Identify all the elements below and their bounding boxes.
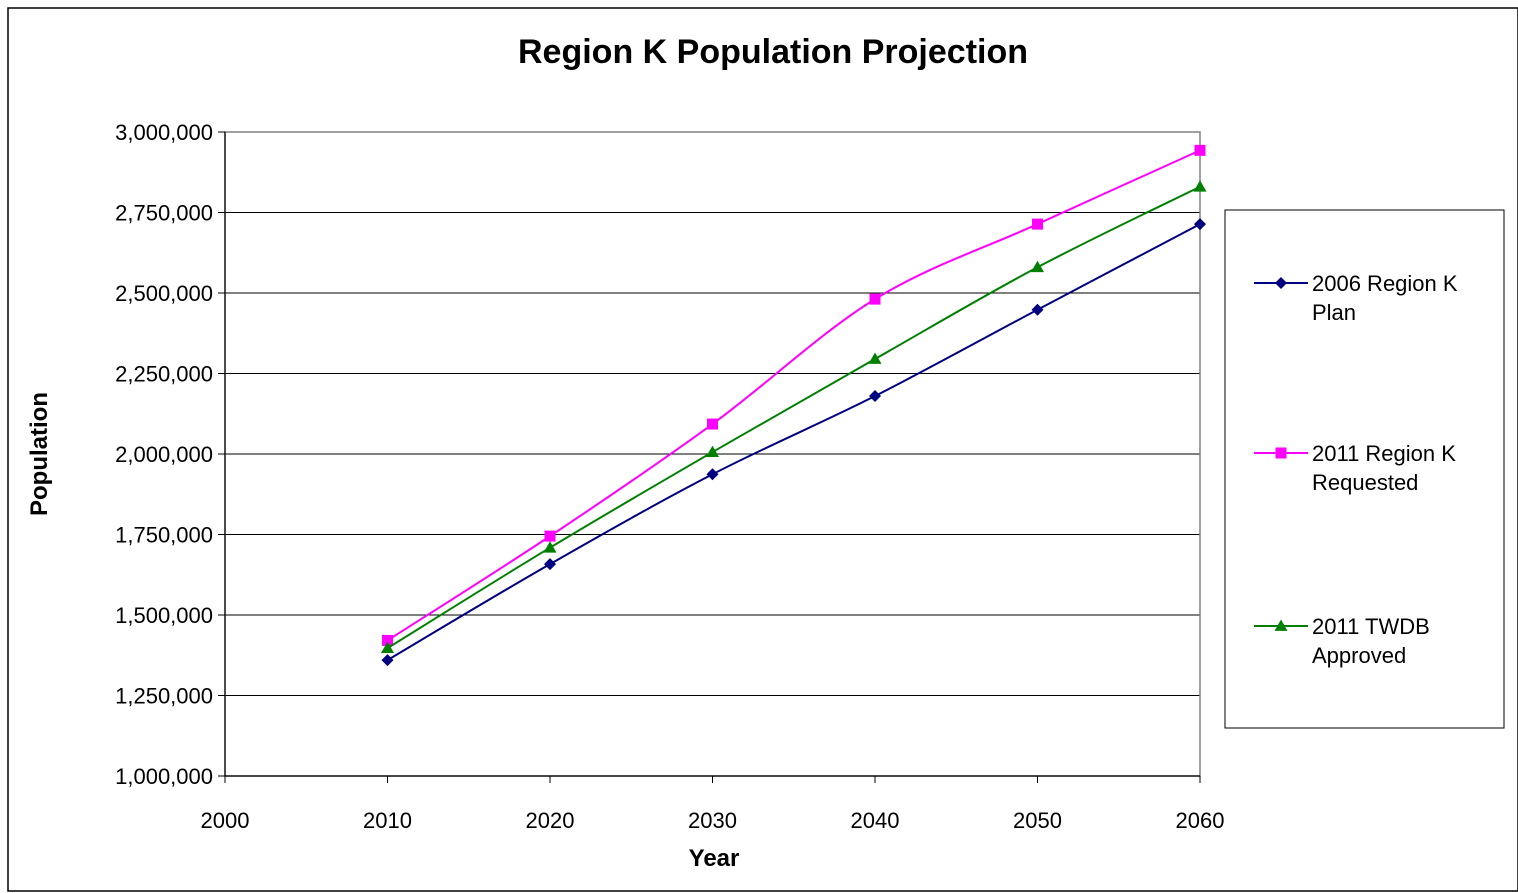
- x-tick-label: 2010: [363, 808, 412, 833]
- legend-label-line: 2011 TWDB: [1312, 614, 1430, 639]
- data-point-marker: [544, 558, 556, 571]
- y-tick-label: 3,000,000: [115, 120, 213, 145]
- y-tick-label: 1,250,000: [115, 684, 213, 709]
- x-tick-label: 2040: [851, 808, 900, 833]
- data-point-marker: [1194, 218, 1206, 231]
- x-axis-title: Year: [689, 845, 740, 872]
- y-tick-label: 2,250,000: [115, 362, 213, 387]
- data-point-marker: [706, 445, 719, 457]
- legend-label-line: Approved: [1312, 643, 1406, 668]
- y-tick-label: 2,500,000: [115, 281, 213, 306]
- data-point-marker: [381, 641, 394, 654]
- y-axis-title: Population: [26, 392, 53, 516]
- legend-label: 2006 Region K Plan: [1312, 271, 1458, 325]
- legend-label: 2011 Region K Requested: [1312, 441, 1456, 495]
- data-point-marker: [869, 390, 881, 403]
- legend-box: [1224, 209, 1505, 729]
- legend-item: 2011 Region K Requested: [1254, 441, 1456, 495]
- series-3: [381, 180, 1207, 654]
- x-tick-label: 2060: [1176, 808, 1225, 833]
- data-point-marker: [543, 541, 557, 553]
- legend-label-line: Plan: [1312, 300, 1356, 325]
- x-tick-label: 2020: [526, 808, 575, 833]
- legend-item: 2006 Region K Plan: [1254, 271, 1458, 325]
- legend-item: 2011 TWDB Approved: [1254, 614, 1430, 668]
- data-point-marker: [382, 634, 393, 646]
- y-tick-label: 1,750,000: [115, 523, 213, 548]
- legend-label-line: 2011 Region K: [1312, 441, 1456, 466]
- data-point-marker: [1194, 144, 1206, 156]
- series-line: [386, 223, 1201, 661]
- y-tick-label: 1,000,000: [115, 764, 213, 789]
- legend-label: 2011 TWDB Approved: [1312, 614, 1430, 668]
- series-2: [382, 144, 1206, 646]
- x-tick-label: 2050: [1013, 808, 1062, 833]
- x-tick-label: 2000: [201, 808, 250, 833]
- legend-marker: [1275, 447, 1287, 459]
- legend-marker: [1274, 619, 1288, 631]
- legend-label-line: 2006 Region K: [1312, 271, 1458, 296]
- data-point-marker: [1031, 260, 1044, 273]
- x-tick-label: 2030: [688, 808, 737, 833]
- data-point-marker: [1032, 218, 1043, 230]
- data-point-marker: [707, 418, 718, 430]
- data-point-marker: [381, 654, 394, 667]
- gridlines: [225, 212, 1200, 696]
- chart-title: Region K Population Projection: [518, 33, 1028, 71]
- data-point-marker: [1193, 180, 1207, 192]
- y-tick-label: 1,500,000: [115, 603, 213, 628]
- data-point-marker: [869, 293, 881, 305]
- series-line: [386, 149, 1201, 642]
- axes: 1,000,000 1,250,000 1,500,000 1,750,000 2,00…: [115, 120, 1224, 833]
- data-point-marker: [706, 468, 719, 481]
- y-tick-label: 2,750,000: [115, 201, 213, 226]
- data-point-marker: [868, 352, 882, 364]
- data-point-marker: [1031, 303, 1044, 316]
- series-1: [381, 218, 1206, 667]
- data-point-marker: [544, 530, 556, 542]
- series-group: [381, 144, 1207, 667]
- y-tick-label: 2,000,000: [115, 442, 213, 467]
- legend-marker: [1275, 277, 1287, 289]
- legend-label-line: Requested: [1312, 470, 1418, 495]
- series-line: [386, 185, 1201, 650]
